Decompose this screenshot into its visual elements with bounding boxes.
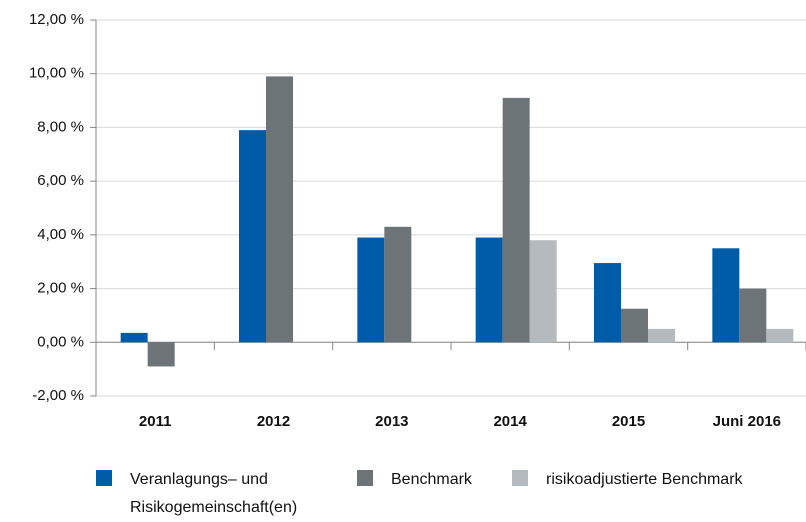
- y-tick-label: 12,00 %: [29, 11, 84, 28]
- x-tick-label: Juni 2016: [713, 413, 781, 430]
- bar: [120, 332, 148, 343]
- y-tick-label: 2,00 %: [37, 280, 84, 297]
- legend-label: risikoadjustierte Benchmark: [546, 471, 743, 488]
- legend-item: Veranlagungs– und Risikogemeinschaft(en): [96, 466, 306, 522]
- bar: [594, 263, 621, 343]
- bar: [502, 97, 530, 343]
- y-tick-label: 8,00 %: [37, 118, 84, 135]
- bar: [529, 240, 557, 343]
- x-tick-label: 2015: [612, 413, 645, 430]
- y-tick-label: 10,00 %: [29, 65, 84, 82]
- bar: [712, 248, 740, 343]
- y-tick-label: 0,00 %: [37, 333, 84, 350]
- x-tick-label: 2014: [493, 413, 527, 430]
- bar: [266, 76, 293, 343]
- bar: [239, 130, 266, 343]
- bar: [739, 288, 767, 343]
- x-tick-label: 2013: [375, 413, 408, 430]
- y-tick-label: -2,00 %: [32, 387, 84, 404]
- legend-item: Benchmark: [357, 466, 507, 494]
- bar: [766, 328, 794, 343]
- x-tick-label: 2012: [257, 413, 290, 430]
- bar: [147, 342, 175, 367]
- legend-swatch: [357, 470, 373, 486]
- legend-label: Benchmark: [391, 471, 472, 488]
- legend-swatch: [96, 470, 112, 486]
- bar: [475, 237, 503, 343]
- legend-label: Veranlagungs– und Risikogemeinschaft(en): [130, 471, 298, 516]
- bar: [648, 328, 675, 343]
- bar: [621, 308, 648, 343]
- bar: [384, 226, 412, 343]
- bar: [357, 237, 385, 343]
- x-tick-label: 2011: [139, 413, 172, 430]
- y-tick-label: 4,00 %: [37, 226, 84, 243]
- legend-swatch: [512, 470, 528, 486]
- legend-item: risikoadjustierte Benchmark: [512, 466, 802, 494]
- y-tick-label: 6,00 %: [37, 172, 84, 189]
